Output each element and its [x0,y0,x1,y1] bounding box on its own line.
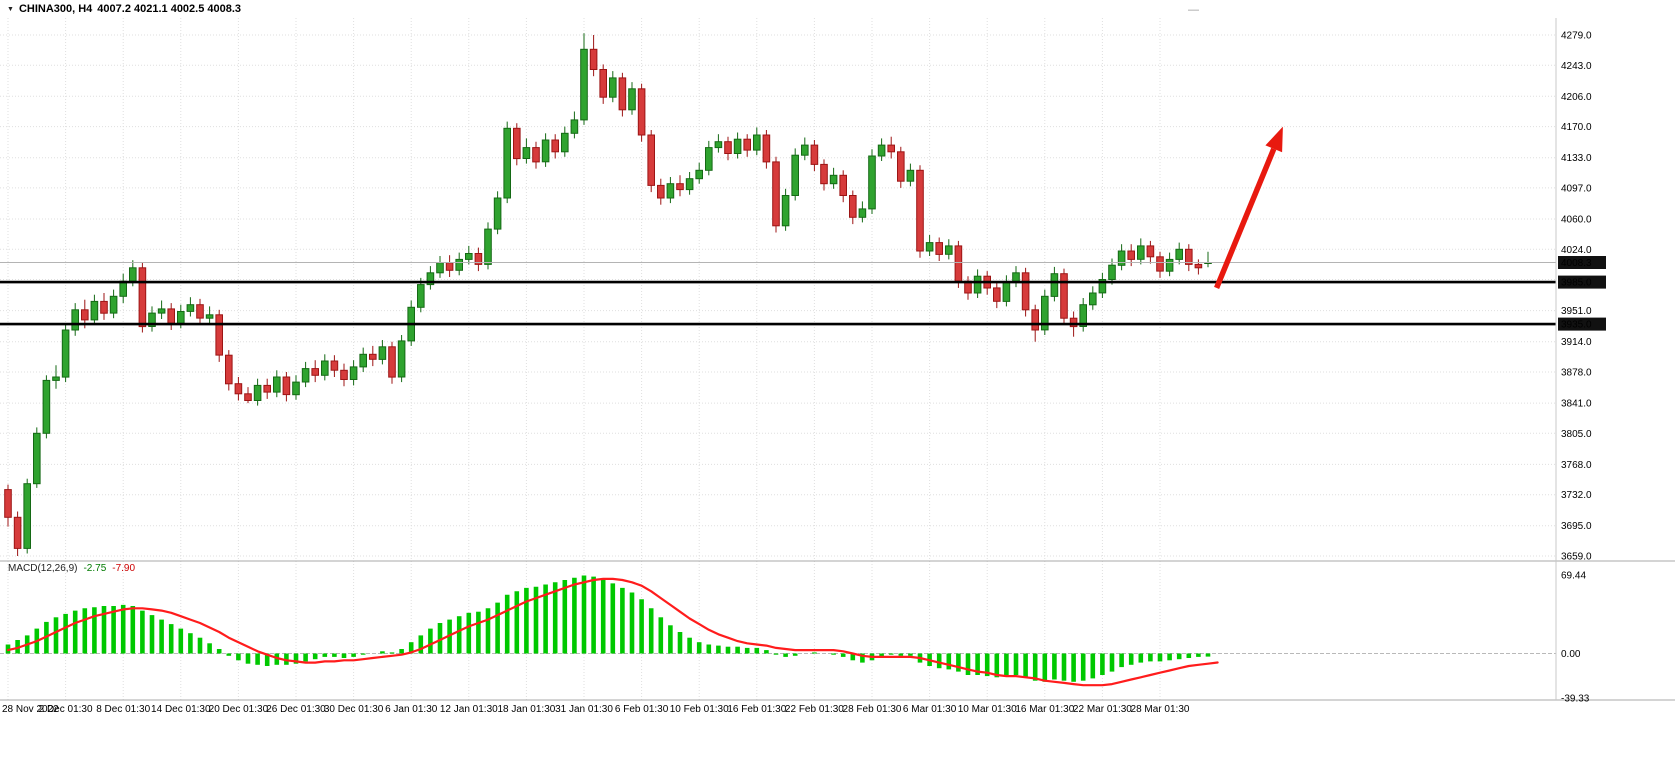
svg-text:3768.0: 3768.0 [1561,460,1592,471]
macd-signal-value: -7.90 [112,563,136,574]
svg-text:28 Nov 2022: 28 Nov 2022 [2,704,59,715]
svg-text:4170.0: 4170.0 [1561,122,1592,133]
svg-text:16 Feb 01:30: 16 Feb 01:30 [727,704,786,715]
svg-text:-39.33: -39.33 [1561,694,1590,705]
svg-text:16 Mar 01:30: 16 Mar 01:30 [1015,704,1074,715]
svg-text:3878.0: 3878.0 [1561,368,1592,379]
symbol-header: ▼ CHINA300, H4 4007.2 4021.1 4002.5 4008… [7,3,241,15]
macd-title: MACD(12,26,9) [8,563,78,574]
macd-pane [0,575,1556,687]
svg-text:4133.0: 4133.0 [1561,153,1592,164]
svg-text:20 Dec 01:30: 20 Dec 01:30 [209,704,269,715]
svg-text:31 Jan 01:30: 31 Jan 01:30 [555,704,613,715]
svg-text:69.44: 69.44 [1561,571,1586,582]
macd-main-value: -2.75 [83,563,107,574]
svg-text:26 Dec 01:30: 26 Dec 01:30 [266,704,326,715]
svg-text:4008.3: 4008.3 [1561,258,1592,269]
svg-text:4279.0: 4279.0 [1561,31,1592,42]
svg-text:3914.0: 3914.0 [1561,337,1592,348]
svg-text:4060.0: 4060.0 [1561,215,1592,226]
symbol-title: CHINA300, H4 [18,3,93,15]
svg-text:4206.0: 4206.0 [1561,92,1592,103]
svg-text:3695.0: 3695.0 [1561,521,1592,532]
macd-axis: 69.44 0.00 -39.33 [1561,571,1590,705]
svg-text:3951.0: 3951.0 [1561,306,1592,317]
svg-text:2 Dec 01:30: 2 Dec 01:30 [39,704,93,715]
macd-indicator-label: MACD(12,26,9) -2.75 -7.90 [8,563,135,574]
svg-text:10 Mar 01:30: 10 Mar 01:30 [958,704,1017,715]
svg-text:6 Feb 01:30: 6 Feb 01:30 [615,704,669,715]
symbol-dropdown-icon[interactable]: ▼ [7,5,14,13]
window-dash-icon[interactable]: — [1188,4,1199,16]
svg-text:3841.0: 3841.0 [1561,399,1592,410]
svg-text:10 Feb 01:30: 10 Feb 01:30 [670,704,729,715]
svg-text:0.00: 0.00 [1561,649,1581,660]
svg-text:14 Dec 01:30: 14 Dec 01:30 [151,704,211,715]
svg-text:8 Dec 01:30: 8 Dec 01:30 [96,704,150,715]
svg-text:28 Mar 01:30: 28 Mar 01:30 [1131,704,1190,715]
svg-text:4024.0: 4024.0 [1561,245,1592,256]
svg-text:4243.0: 4243.0 [1561,61,1592,72]
svg-text:3985.0: 3985.0 [1561,278,1592,289]
svg-text:22 Feb 01:30: 22 Feb 01:30 [785,704,844,715]
svg-text:6 Jan 01:30: 6 Jan 01:30 [385,704,438,715]
svg-text:4097.0: 4097.0 [1561,183,1592,194]
price-axis: 4279.0 4243.0 4206.0 4170.0 4133.0 4097.0 4060… [1558,31,1606,563]
svg-text:12 Jan 01:30: 12 Jan 01:30 [440,704,498,715]
svg-text:18 Jan 01:30: 18 Jan 01:30 [497,704,555,715]
svg-text:3732.0: 3732.0 [1561,490,1592,501]
svg-text:28 Feb 01:30: 28 Feb 01:30 [843,704,902,715]
svg-text:22 Mar 01:30: 22 Mar 01:30 [1073,704,1132,715]
svg-text:30 Dec 01:30: 30 Dec 01:30 [324,704,384,715]
symbol-ohlc-values: 4007.2 4021.1 4002.5 4008.3 [97,3,242,15]
svg-text:3659.0: 3659.0 [1561,552,1592,563]
grid-layer [0,18,1556,700]
svg-text:3935.0: 3935.0 [1561,320,1592,331]
pane-separators[interactable] [0,18,1675,701]
svg-text:3805.0: 3805.0 [1561,429,1592,440]
candles-layer [4,33,1212,556]
trend-arrow[interactable] [1214,126,1283,289]
support-resistance-lines[interactable] [0,280,1556,326]
svg-text:6 Mar 01:30: 6 Mar 01:30 [903,704,957,715]
